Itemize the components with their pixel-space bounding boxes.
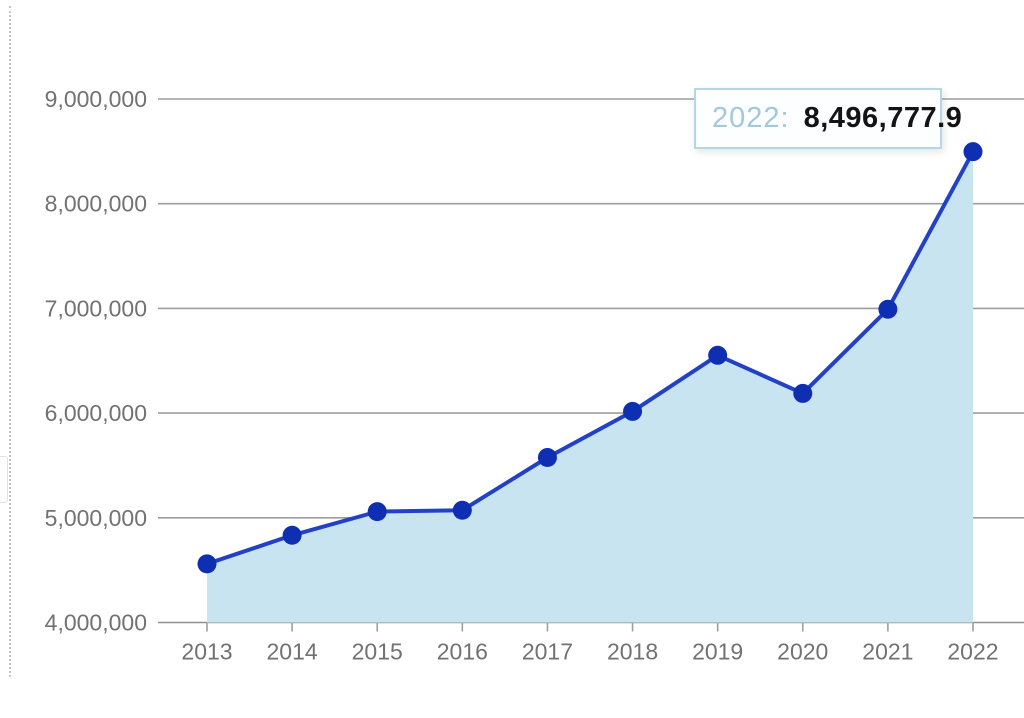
x-axis-label: 2022 <box>947 639 998 665</box>
x-axis-label: 2020 <box>777 639 828 665</box>
y-axis-label: 4,000,000 <box>45 610 147 636</box>
tooltip-value: 8,496,777.9 <box>803 102 963 134</box>
data-point-marker-2014[interactable] <box>282 525 302 545</box>
data-point-marker-2016[interactable] <box>452 500 472 520</box>
x-axis-label: 2021 <box>862 639 913 665</box>
y-axis-label: 8,000,000 <box>45 191 147 217</box>
y-axis-label: 7,000,000 <box>45 295 147 321</box>
x-axis-label: 2015 <box>352 639 403 665</box>
x-axis-label: 2016 <box>437 639 488 665</box>
x-axis-label: 2019 <box>692 639 743 665</box>
x-axis-label: 2013 <box>181 639 232 665</box>
data-point-marker-2019[interactable] <box>708 345 728 365</box>
x-axis-label: 2014 <box>267 639 318 665</box>
y-axis-label: 9,000,000 <box>45 86 147 112</box>
y-axis-label: 5,000,000 <box>45 505 147 531</box>
area-fill <box>207 151 973 623</box>
left-edge-artifact <box>0 456 8 503</box>
data-line <box>206 150 975 566</box>
data-point-marker-2018[interactable] <box>623 401 643 421</box>
data-point-marker-2015[interactable] <box>367 502 387 522</box>
data-point-marker-2013[interactable] <box>197 554 217 574</box>
data-point-marker-2022[interactable] <box>963 142 983 162</box>
data-point-marker-2020[interactable] <box>793 383 813 403</box>
chart-tooltip: 2022: 8,496,777.9 <box>694 88 962 149</box>
data-point-marker-2017[interactable] <box>537 447 557 467</box>
x-axis-label: 2018 <box>607 639 658 665</box>
y-axis-label: 6,000,000 <box>45 400 147 426</box>
tooltip-year-label: 2022: <box>712 102 790 134</box>
page-edge-dotted-line <box>9 6 11 677</box>
x-axis-label: 2017 <box>522 639 573 665</box>
data-point-marker-2021[interactable] <box>878 299 898 319</box>
